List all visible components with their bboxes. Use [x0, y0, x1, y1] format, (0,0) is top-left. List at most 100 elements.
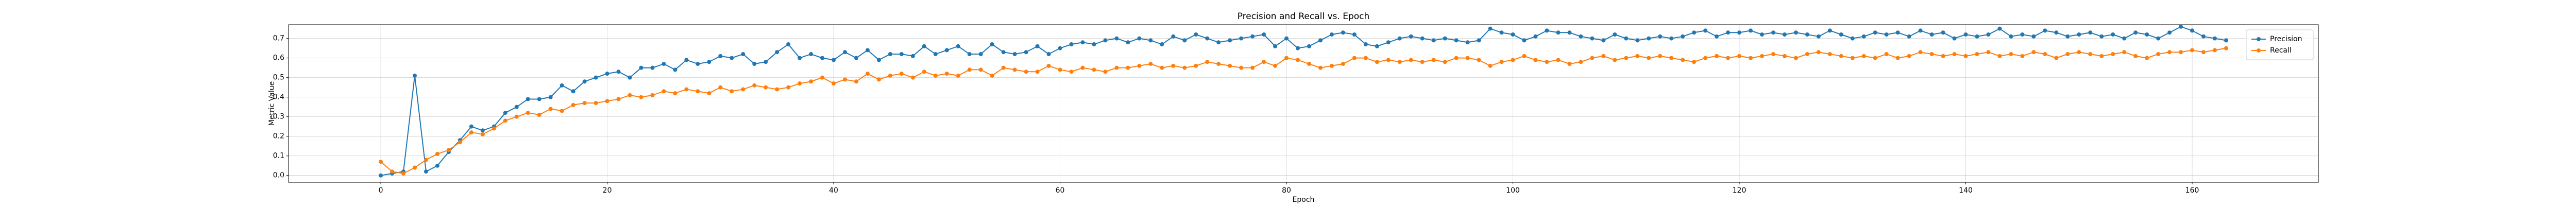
data-point [1975, 52, 1979, 57]
data-point [616, 97, 621, 101]
data-point [843, 77, 848, 82]
data-point [1827, 52, 1832, 57]
data-point [2043, 52, 2047, 57]
data-point [990, 73, 994, 78]
data-point [910, 75, 915, 80]
data-point [1148, 38, 1153, 43]
data-point [1092, 42, 1096, 47]
data-point [1262, 60, 1266, 64]
data-point [594, 101, 598, 106]
legend-box [2246, 29, 2314, 60]
data-point [1941, 30, 1945, 35]
data-point [1465, 56, 1470, 60]
data-point [503, 118, 507, 123]
legend-label: Precision [2270, 35, 2302, 43]
data-point [1703, 56, 1708, 60]
data-point [390, 169, 395, 174]
y-tick-label: 0.1 [273, 152, 284, 160]
data-point [1397, 36, 1402, 41]
data-point [2156, 36, 2161, 41]
data-point [582, 79, 587, 84]
data-point [764, 60, 768, 64]
data-point [1182, 38, 1187, 43]
data-point [1703, 28, 1708, 33]
x-tick-label: 160 [2185, 186, 2199, 195]
data-point [2054, 56, 2059, 60]
data-point [1386, 40, 1391, 45]
data-point [605, 72, 609, 76]
data-point [1522, 54, 1527, 58]
y-tick-label: 0.2 [273, 132, 284, 141]
data-point [2077, 50, 2081, 55]
data-point [1454, 38, 1459, 43]
data-point [1092, 67, 1096, 72]
data-point [707, 60, 711, 64]
data-point [1103, 38, 1108, 43]
data-point [684, 87, 689, 92]
data-point [1658, 54, 1663, 58]
data-point [809, 79, 814, 84]
data-point [1160, 65, 1164, 70]
data-point [1635, 54, 1640, 58]
data-point [1669, 56, 1674, 60]
data-point [1239, 65, 1244, 70]
data-point [1182, 65, 1187, 70]
data-point [978, 67, 983, 72]
data-point [1816, 34, 1821, 39]
data-point [1420, 36, 1425, 41]
data-point [2224, 38, 2228, 43]
data-point [1759, 54, 1764, 58]
data-point [628, 75, 632, 80]
data-point [1918, 50, 1923, 55]
data-point [1046, 63, 1051, 68]
data-point [2190, 48, 2194, 53]
data-point [1296, 46, 1300, 50]
data-point [1454, 56, 1459, 60]
legend-label: Recall [2270, 46, 2292, 55]
data-point [1929, 32, 1934, 37]
data-point [1737, 30, 1742, 35]
data-point [1058, 67, 1062, 72]
data-point [1952, 36, 1957, 41]
y-axis-label: Metric Value [268, 81, 276, 126]
data-point [594, 75, 598, 80]
data-point [1046, 52, 1051, 57]
data-point [978, 52, 983, 57]
data-point [1001, 65, 1006, 70]
y-tick-label: 0.0 [273, 171, 284, 180]
data-point [2201, 34, 2206, 39]
data-point [1284, 56, 1289, 60]
data-point [696, 62, 700, 66]
data-point [1861, 54, 1866, 58]
data-point [1975, 34, 1979, 39]
data-point [2179, 50, 2183, 55]
data-point [854, 79, 859, 84]
data-point [514, 114, 519, 119]
data-point [944, 72, 949, 76]
data-point [967, 52, 972, 57]
data-point [2009, 52, 2013, 57]
data-point [1194, 63, 1198, 68]
data-point [1012, 52, 1017, 57]
data-point [1748, 28, 1753, 33]
data-point [1647, 36, 1651, 41]
data-point [2156, 52, 2161, 57]
data-point [1895, 56, 1900, 60]
data-point [1171, 63, 1176, 68]
x-tick-label: 60 [1056, 186, 1065, 195]
data-point [944, 48, 949, 53]
legend: Precision Recall [2246, 29, 2314, 60]
data-point [1715, 54, 1719, 58]
data-point [820, 56, 825, 60]
data-point [1941, 54, 1945, 58]
data-point [1963, 32, 1968, 37]
data-point [469, 124, 473, 129]
data-point [435, 163, 439, 168]
data-point [1522, 38, 1527, 43]
data-point [1601, 38, 1606, 43]
data-point [843, 50, 848, 55]
data-point [1024, 70, 1028, 74]
data-point [1861, 34, 1866, 39]
